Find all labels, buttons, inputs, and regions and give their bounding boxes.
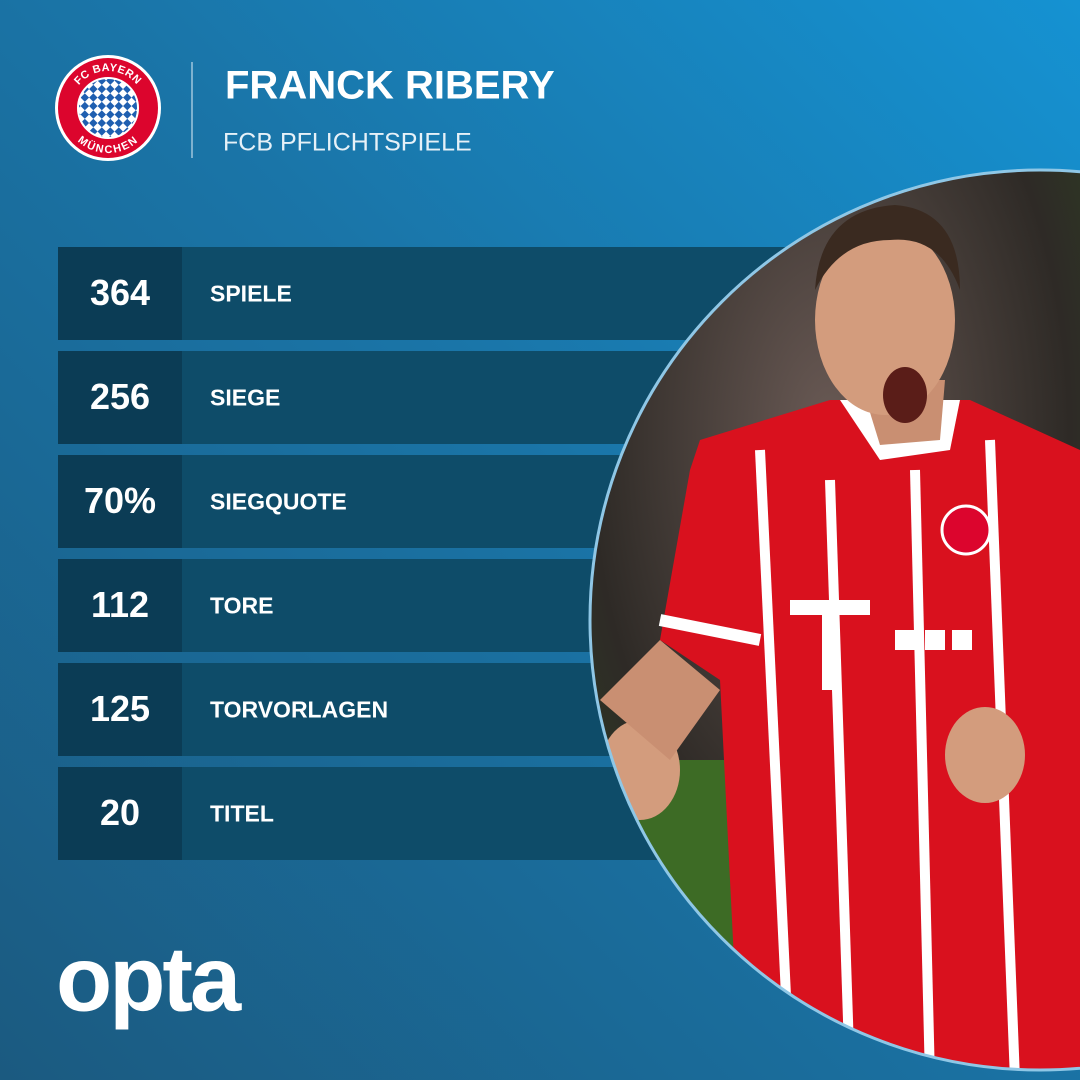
stat-label: TITEL (210, 801, 274, 827)
value-box (58, 455, 182, 548)
stat-label: SIEGE (210, 385, 280, 411)
value-box (58, 663, 182, 756)
stat-label: SPIELE (210, 281, 292, 307)
value-box (58, 559, 182, 652)
club-logo: FC BAYERN MÜNCHEN (55, 55, 161, 161)
stat-value: 112 (91, 584, 149, 625)
stat-value: 20 (100, 792, 140, 833)
photo-border (588, 168, 1080, 1072)
stat-label: SIEGQUOTE (210, 489, 347, 515)
value-box (58, 351, 182, 444)
stat-value: 256 (90, 376, 150, 417)
stat-label: TORVORLAGEN (210, 697, 388, 723)
stat-label: TORE (210, 593, 273, 619)
stat-value: 364 (90, 272, 150, 313)
value-box (58, 247, 182, 340)
subtitle: FCB PFLICHTSPIELE (223, 129, 472, 157)
title: FRANCK RIBERY (225, 64, 555, 108)
value-box (58, 767, 182, 860)
brand-logo: opta (56, 928, 242, 1030)
stat-value: 70% (84, 480, 156, 521)
stat-value: 125 (90, 688, 150, 729)
